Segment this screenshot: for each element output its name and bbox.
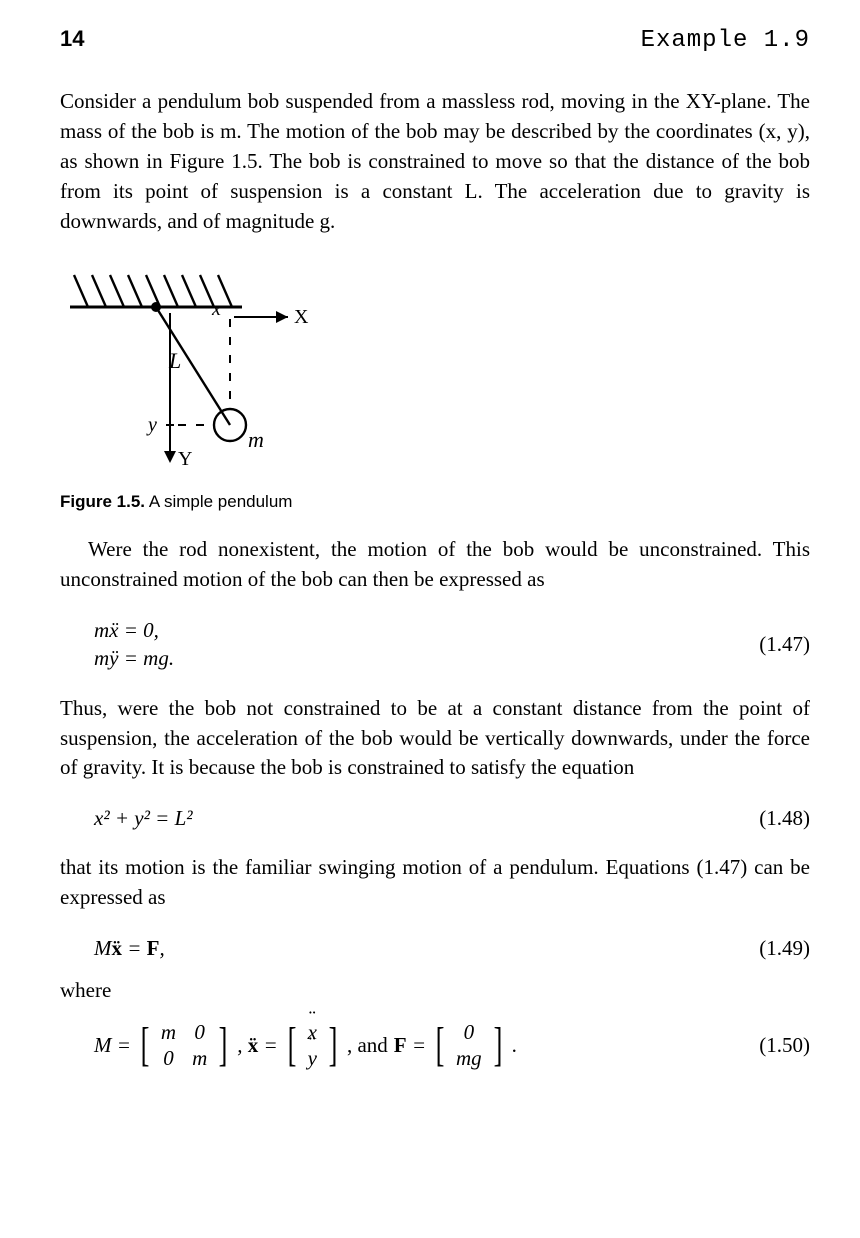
figure-pendulum: x X LyYm	[60, 257, 810, 485]
example-label: Example 1.9	[641, 25, 810, 57]
page-number: 14	[60, 24, 84, 54]
svg-text:Y: Y	[178, 448, 192, 470]
svg-text:X: X	[294, 306, 309, 328]
equation-1-49-number: (1.49)	[759, 934, 810, 962]
equation-1-48-number: (1.48)	[759, 804, 810, 832]
svg-text:y: y	[146, 414, 157, 436]
svg-text:m: m	[248, 427, 264, 452]
paragraph-familiar: that its motion is the familiar swinging…	[60, 853, 810, 913]
figure-caption: Figure 1.5. A simple pendulum	[60, 491, 810, 514]
equation-1-48: x² + y² = L² (1.48)	[60, 804, 810, 832]
pendulum-diagram: x X LyYm	[60, 257, 320, 477]
equation-1-50-body: M = [ m00m ] , ẍ = [ xy ] , and F = [ 0m…	[60, 1019, 517, 1071]
equation-1-47-line1: mẍ = 0,	[94, 616, 174, 644]
paragraph-constraint: Thus, were the bob not constrained to be…	[60, 694, 810, 783]
equation-1-47: mẍ = 0, mÿ = mg. (1.47)	[60, 616, 810, 673]
figure-caption-text: A simple pendulum	[145, 492, 292, 511]
equation-1-48-body: x² + y² = L²	[60, 804, 193, 832]
paragraph-intro: Consider a pendulum bob suspended from a…	[60, 87, 810, 236]
page: 14 Example 1.9 Consider a pendulum bob s…	[0, 0, 860, 1238]
figure-caption-bold: Figure 1.5.	[60, 492, 145, 511]
page-header: 14 Example 1.9	[60, 24, 810, 57]
paragraph-unconstrained: Were the rod nonexistent, the motion of …	[60, 535, 810, 595]
equation-1-47-line2: mÿ = mg.	[94, 644, 174, 672]
equation-1-49: Mẍ = F, (1.49)	[60, 934, 810, 962]
where-label: where	[60, 976, 810, 1004]
equation-1-47-body: mẍ = 0, mÿ = mg.	[60, 616, 174, 673]
matrix-M: [ m00m ]	[137, 1019, 231, 1071]
equation-1-50-number: (1.50)	[759, 1031, 810, 1059]
svg-text:x: x	[211, 298, 221, 320]
vector-xddot: [ xy ]	[284, 1019, 341, 1071]
svg-text:L: L	[168, 348, 181, 373]
equation-1-49-body: Mẍ = F,	[60, 934, 165, 962]
vector-F: [ 0mg ]	[432, 1019, 506, 1071]
equation-1-50: M = [ m00m ] , ẍ = [ xy ] , and F = [ 0m…	[60, 1019, 810, 1071]
equation-1-47-number: (1.47)	[759, 630, 810, 658]
